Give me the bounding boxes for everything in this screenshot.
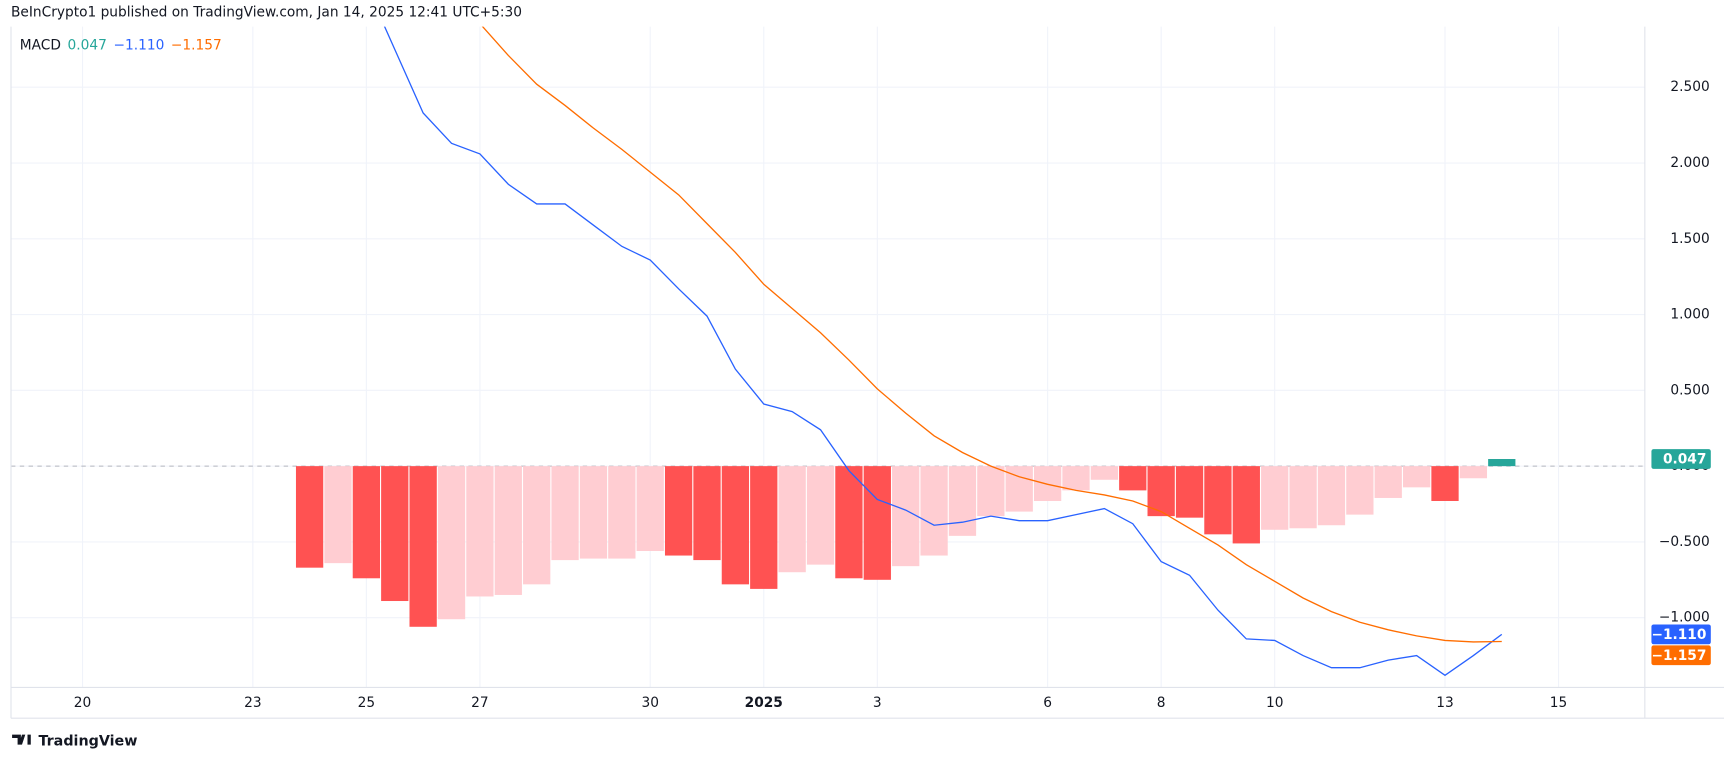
- histogram-bar: [324, 466, 352, 564]
- x-tick-label: 25: [358, 695, 375, 711]
- x-tick-label: 10: [1266, 695, 1283, 711]
- x-tick-label: 23: [244, 695, 261, 711]
- indicator-line: [383, 26, 1503, 677]
- histogram-bar: [295, 466, 324, 568]
- histogram-bar: [636, 466, 664, 552]
- x-tick-label: 15: [1550, 695, 1567, 711]
- plot-area: [295, 26, 1516, 677]
- attribution: BeInCrypto1 published on TradingView.com…: [11, 4, 522, 20]
- price-badge-label: −1.110: [1651, 627, 1706, 643]
- indicator-line: [481, 26, 1502, 643]
- histogram-bar: [1374, 466, 1402, 498]
- indicator-name: MACD: [20, 37, 61, 53]
- histogram-bar: [466, 466, 494, 597]
- x-tick-label: 2025: [745, 695, 783, 711]
- x-tick-label: 13: [1436, 695, 1453, 711]
- price-badge: [1651, 645, 1711, 666]
- legend-value: −1.157: [171, 37, 222, 53]
- y-tick-label: 0.500: [1670, 382, 1709, 398]
- legend-value: 0.047: [68, 37, 107, 53]
- histogram-bar: [1488, 459, 1516, 467]
- histogram-bar: [1175, 466, 1204, 518]
- histogram-bar: [1090, 466, 1119, 480]
- histogram-bar: [721, 466, 750, 585]
- histogram-bar: [1033, 466, 1062, 501]
- histogram-bar: [1431, 466, 1459, 501]
- histogram-bar: [608, 466, 636, 559]
- histogram-bar: [863, 466, 891, 580]
- histogram-bar: [1062, 466, 1090, 491]
- y-tick-label: 2.500: [1670, 79, 1709, 95]
- brand-logo: [12, 734, 31, 745]
- histogram-bar: [1459, 466, 1488, 479]
- legend-value: −1.110: [113, 37, 164, 53]
- histogram-bar: [948, 466, 977, 536]
- histogram-bar: [977, 466, 1005, 517]
- histogram-bar: [1402, 466, 1431, 488]
- histogram-bar: [1289, 466, 1317, 529]
- histogram-bar: [664, 466, 693, 556]
- price-badge: [1651, 449, 1711, 469]
- histogram-bar: [1346, 466, 1374, 515]
- histogram-bar: [778, 466, 806, 573]
- histogram-bar: [352, 466, 381, 579]
- brand-name: TradingView: [38, 733, 137, 749]
- x-tick-label: 20: [74, 695, 91, 711]
- axes: 2.5002.0001.5001.0000.5000.000−0.500−1.0…: [74, 79, 1711, 711]
- x-tick-label: 6: [1043, 695, 1052, 711]
- histogram-bar: [1232, 466, 1260, 544]
- x-tick-label: 8: [1157, 695, 1166, 711]
- histogram-bar: [1204, 466, 1232, 535]
- histogram-bar: [494, 466, 522, 595]
- price-badge-label: 0.047: [1663, 452, 1706, 468]
- histogram-bar: [381, 466, 409, 602]
- histogram-bar: [1119, 466, 1147, 491]
- y-tick-label: −1.000: [1659, 610, 1710, 626]
- x-tick-label: 30: [641, 695, 658, 711]
- histogram-bar: [551, 466, 579, 561]
- x-tick-label: 3: [873, 695, 882, 711]
- histogram-bar: [1261, 466, 1289, 530]
- histogram-bar: [693, 466, 721, 561]
- histogram-bar: [750, 466, 778, 589]
- histogram-bar: [437, 466, 466, 620]
- y-tick-label: 1.500: [1670, 231, 1709, 247]
- price-badge: [1651, 624, 1711, 645]
- y-tick-label: −0.500: [1659, 534, 1710, 550]
- histogram-bar: [806, 466, 835, 565]
- histogram-bar: [409, 466, 437, 627]
- y-tick-label: 1.000: [1670, 307, 1709, 323]
- histogram-bar: [835, 466, 863, 579]
- y-tick-label: 2.000: [1670, 155, 1709, 171]
- histogram-bar: [1317, 466, 1346, 526]
- histogram-bar: [920, 466, 948, 556]
- x-tick-label: 27: [471, 695, 488, 711]
- histogram-bar: [523, 466, 551, 585]
- price-badge-label: −1.157: [1651, 648, 1706, 664]
- indicator-legend: MACD 0.047 −1.110 −1.157: [20, 37, 222, 53]
- histogram-bar: [579, 466, 608, 559]
- histogram-bar: [892, 466, 920, 567]
